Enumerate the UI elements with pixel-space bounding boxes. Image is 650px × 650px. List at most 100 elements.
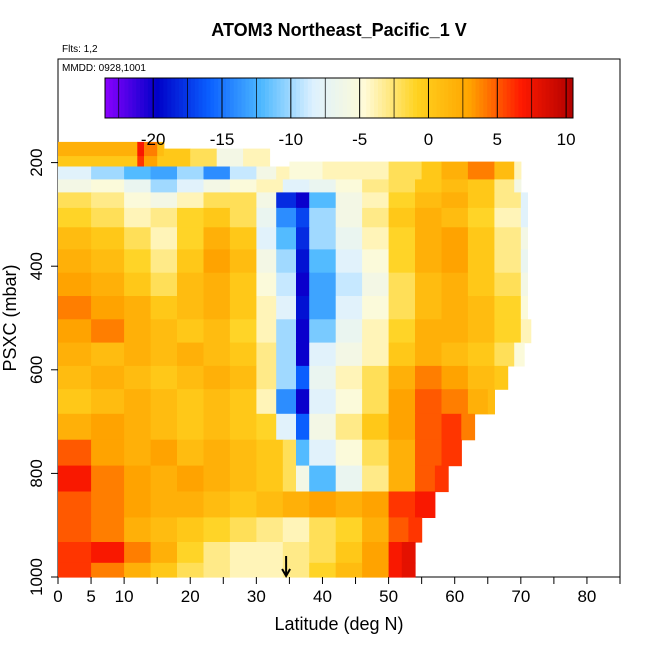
heatmap-cell [434,465,449,493]
heatmap-cell [203,491,231,518]
colorbar-swatch [300,78,305,118]
heatmap-cell [58,272,92,297]
heatmap-cell [203,342,231,367]
heatmap-cell [150,465,178,493]
heatmap-cell [296,342,310,367]
colorbar-swatch [506,78,512,118]
colorbar-swatch [420,78,426,118]
colorbar-swatch [128,78,133,118]
heatmap-cell [124,491,152,518]
heatmap-cell [415,319,442,344]
heatmap-cell [276,296,297,320]
heatmap-cell [177,562,204,578]
heatmap-cell [494,296,522,320]
heatmap-cell [177,413,204,441]
heatmap-cell [494,342,515,367]
heatmap-cell [177,389,204,415]
x-tick-label: 60 [445,587,464,606]
colorbar-swatch [378,78,383,118]
heatmap-cell [150,319,178,344]
heatmap-cell [362,227,390,250]
colorbar-swatch [389,78,395,118]
colorbar-swatch [424,78,430,118]
heatmap-cell [150,365,178,390]
x-tick-label: 5 [86,587,95,606]
colorbar-swatch [264,78,270,118]
heatmap-cell [296,227,310,250]
heatmap-cell [256,562,284,578]
heatmap-cell [91,413,125,441]
heatmap-cell [309,542,337,564]
colorbar-swatch [397,78,402,118]
heatmap-cell [415,179,442,193]
heatmap-cell [441,296,469,320]
heatmap-cell [296,249,310,274]
heatmap-cell [58,342,92,367]
colorbar-swatch [366,78,371,118]
heatmap-cell [58,179,92,193]
heatmap-cell [362,389,390,415]
heatmap-cell [388,365,416,390]
colorbar-swatch [108,78,114,118]
heatmap-cell [150,342,178,367]
heatmap-cell [388,161,423,181]
colorbar-swatch [202,78,207,118]
x-tick-label: 70 [511,587,530,606]
heatmap-cell [388,491,416,518]
heatmap-cell [150,192,178,209]
heatmap-cell [150,542,178,564]
heatmap-cell [335,207,363,228]
heatmap-cell [362,365,390,390]
heatmap-cell [362,413,390,441]
heatmap-cell [296,413,310,441]
heatmap-cell [58,542,92,564]
heatmap-cell [362,517,390,543]
heatmap-cell [415,342,442,367]
colorbar-swatch [179,78,184,118]
heatmap-cell [309,517,337,543]
colorbar-swatch [405,78,410,118]
colorbar-swatch [537,78,543,118]
heatmap-cell [388,389,416,415]
heatmap-cell [276,227,297,250]
colorbar-swatch [370,78,375,118]
heatmap-cell [520,319,532,344]
x-axis: 0 5 10 20 30 40 50 60 70 80 [53,577,621,606]
colorbar-swatch [569,78,574,118]
heatmap-cell [494,161,515,181]
colorbar-swatch [541,78,547,118]
colorbar-swatch [315,78,320,118]
heatmap-cell [335,227,363,250]
heatmap-cell [190,148,218,168]
colorbar-swatch [229,78,235,118]
colorbar-swatch [401,78,406,118]
heatmap-cell [415,365,442,390]
colorbar-swatch [163,78,168,118]
heatmap-cell [282,517,310,543]
colorbar-tick-label: 5 [493,130,502,149]
heatmap-cell [177,207,204,228]
heatmap-cell [124,439,152,467]
colorbar-swatch [311,78,317,118]
heatmap-cell [514,342,525,367]
colorbar-swatch [530,78,535,118]
heatmap-cell [296,439,310,467]
colorbar-swatch [105,78,110,118]
colorbar-swatch [272,78,278,118]
colorbar-swatch [452,78,457,118]
heatmap-cell [91,562,125,578]
heatmap-cell [91,465,125,493]
heatmap-cell [467,319,495,344]
heatmap-cell [91,249,125,274]
colorbar-swatch [210,78,215,118]
heatmap-cell [362,192,390,209]
heatmap-cell [157,141,165,157]
heatmap-cell [58,207,92,228]
heatmap-cell [58,227,92,250]
heatmap-cell [177,439,204,467]
heatmap-cell [494,319,522,344]
heatmap-cell [91,296,125,320]
dates-label: MMDD: 0928,1001 [62,63,146,74]
heatmap-cell [362,491,390,518]
heatmap-cell [58,439,92,467]
